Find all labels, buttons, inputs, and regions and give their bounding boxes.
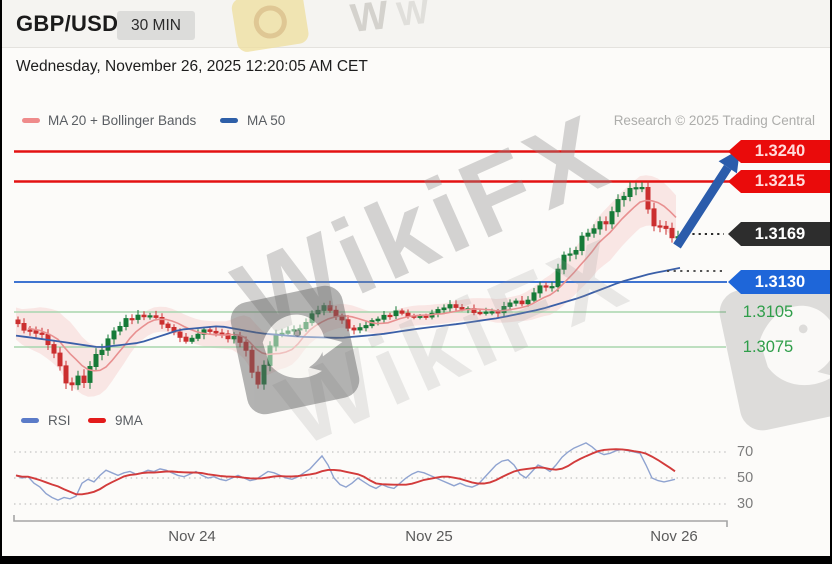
x-axis-label-nov25: Nov 25 <box>405 528 453 545</box>
minor-support-label-2: 1.3075 <box>742 338 794 356</box>
x-axis-label-nov26: Nov 26 <box>650 528 698 545</box>
timeframe-badge: 30 MIN <box>117 11 195 40</box>
ma50-legend-swatch <box>220 118 238 123</box>
research-copyright: Research © 2025 Trading Central <box>613 113 815 128</box>
symbol-title: GBP/USD <box>16 11 119 36</box>
resistance-price-badge-2: 1.3215 <box>728 170 830 193</box>
nine-ma-legend-label: 9MA <box>115 413 143 428</box>
support-price-badge: 1.3130 <box>728 270 830 294</box>
svg-text:W: W <box>395 0 432 34</box>
ma20-legend-label: MA 20 + Bollinger Bands <box>48 113 197 128</box>
resistance-price-badge-1: 1.3240 <box>728 140 830 163</box>
rsi-tick-70: 70 <box>737 444 754 460</box>
nine-ma-legend-swatch <box>88 418 106 423</box>
chart-datetime: Wednesday, November 26, 2025 12:20:05 AM… <box>16 58 368 75</box>
svg-text:W: W <box>348 0 390 41</box>
ma20-legend-swatch <box>22 118 40 123</box>
rsi-legend-swatch <box>21 418 39 423</box>
x-axis-label-nov24: Nov 24 <box>168 528 216 545</box>
header-bar: GBP/USD 30 MIN <box>2 0 830 48</box>
ma50-legend-label: MA 50 <box>247 113 286 128</box>
rsi-tick-50: 50 <box>737 470 754 486</box>
rsi-tick-30: 30 <box>737 496 754 512</box>
minor-support-label-1: 1.3105 <box>742 303 794 321</box>
bottom-border-bar <box>0 556 832 564</box>
last-price-badge: 1.3169 <box>728 222 830 246</box>
rsi-legend-label: RSI <box>48 413 71 428</box>
